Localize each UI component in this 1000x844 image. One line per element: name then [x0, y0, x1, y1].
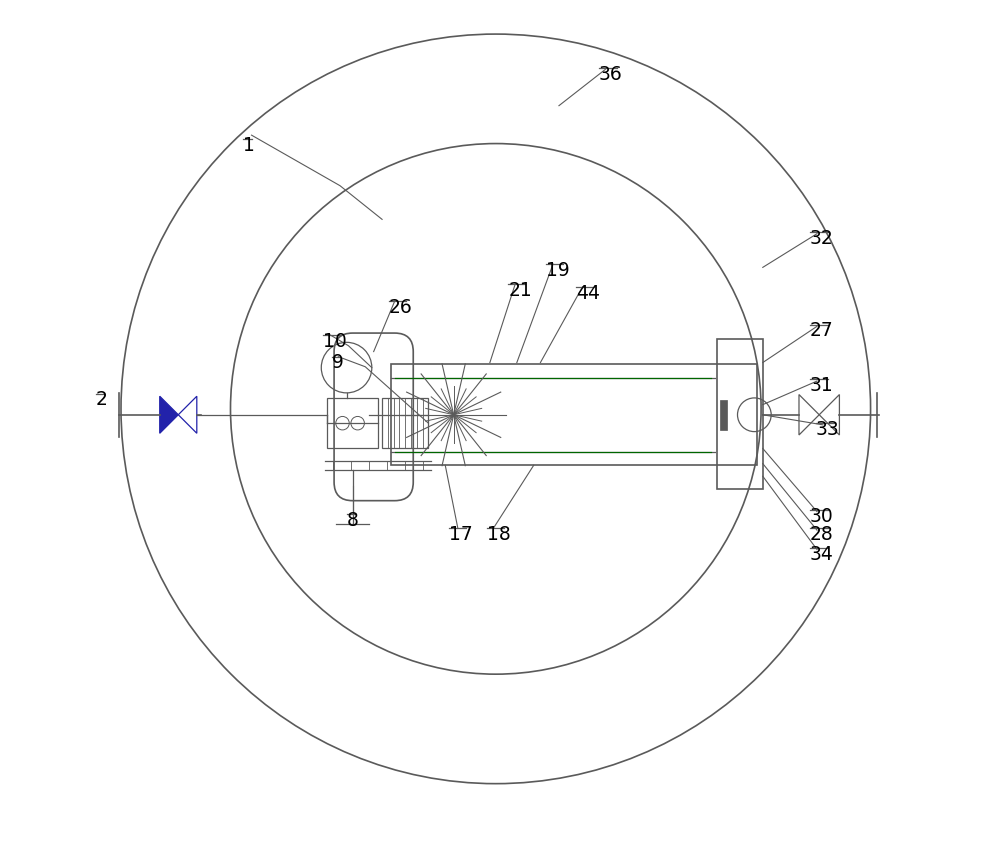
Text: 27: 27: [810, 321, 834, 340]
Text: 34: 34: [810, 544, 834, 563]
Text: 33: 33: [816, 419, 840, 438]
Bar: [717, 339, 763, 490]
Text: 9: 9: [332, 353, 343, 372]
Bar: [391, 365, 757, 466]
Text: 21: 21: [508, 281, 532, 300]
Text: 2: 2: [96, 390, 108, 409]
Text: 19: 19: [546, 261, 570, 279]
Text: 28: 28: [810, 525, 834, 544]
Text: 32: 32: [810, 229, 834, 247]
Text: 36: 36: [599, 64, 622, 84]
Bar: [327, 398, 378, 449]
Text: 10: 10: [323, 331, 347, 350]
Text: 8: 8: [347, 511, 359, 529]
Text: 18: 18: [487, 525, 511, 544]
Polygon shape: [160, 397, 178, 434]
Text: 1: 1: [243, 136, 255, 155]
Text: 31: 31: [810, 376, 834, 395]
Text: 17: 17: [449, 525, 473, 544]
Text: 26: 26: [389, 297, 413, 316]
Text: 30: 30: [810, 506, 834, 525]
Text: 44: 44: [576, 284, 600, 302]
Bar: [382, 398, 428, 449]
Bar: [720, 400, 727, 430]
